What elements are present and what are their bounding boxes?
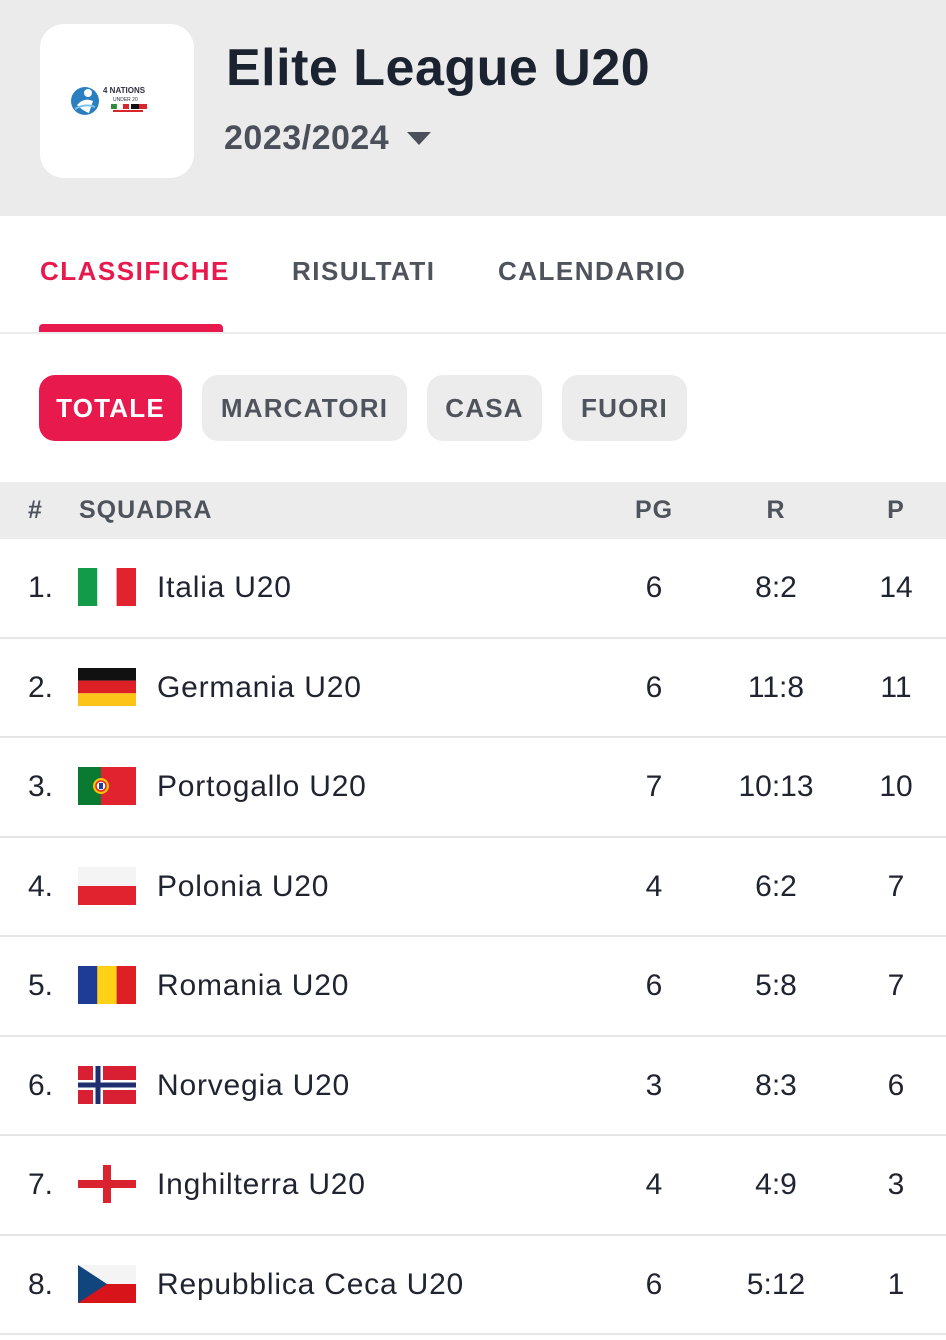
- col-team: SQUADRA: [79, 496, 213, 524]
- row-points: 10: [879, 770, 913, 803]
- team-name[interactable]: Norvegia U20: [157, 1068, 351, 1102]
- row-played: 3: [645, 1068, 663, 1102]
- team-name[interactable]: Inghilterra U20: [157, 1168, 366, 1201]
- row-played: 6: [645, 1267, 663, 1301]
- germany-flag-icon: [78, 667, 136, 706]
- table-row[interactable]: 6. Norvegia U20 3 8:3 6: [0, 1036, 946, 1136]
- table-row[interactable]: 3. Portogallo U20 7 10:13 10: [0, 738, 946, 838]
- row-goals: 5:8: [755, 969, 797, 1002]
- row-rank: 2.: [28, 670, 54, 704]
- team-name[interactable]: Germania U20: [157, 670, 362, 704]
- page-title: Elite League U20: [226, 39, 651, 97]
- table-row[interactable]: 5. Romania U20 6 5:8 7: [0, 937, 946, 1037]
- season-selector[interactable]: 2023/2024: [224, 116, 432, 160]
- row-goals: 4:9: [755, 1168, 797, 1201]
- col-goals[interactable]: R: [766, 496, 786, 524]
- table-row[interactable]: 2. Germania U20 6 11:8 11: [0, 638, 946, 738]
- row-goals: 10:13: [738, 770, 814, 803]
- table-row[interactable]: 4. Polonia U20 4 6:2 7: [0, 837, 946, 937]
- tab-risultati[interactable]: RISULTATI: [292, 256, 436, 286]
- active-tab-indicator: [39, 324, 223, 332]
- poland-flag-icon: [78, 866, 136, 905]
- team-name[interactable]: Repubblica Ceca U20: [157, 1267, 465, 1301]
- row-rank: 8.: [28, 1267, 54, 1301]
- row-played: 6: [645, 670, 663, 704]
- italy-flag-icon: [78, 568, 136, 606]
- row-played: 4: [645, 1168, 663, 1201]
- league-header: 4 NATIONS UNDER 20 Elite League U20 2023…: [0, 0, 946, 216]
- row-goals: 8:3: [755, 1068, 797, 1102]
- row-rank: 4.: [28, 869, 54, 903]
- row-rank: 3.: [28, 770, 54, 803]
- tab-calendario[interactable]: CALENDARIO: [498, 256, 687, 286]
- row-played: 4: [645, 869, 663, 903]
- row-played: 6: [645, 571, 663, 604]
- row-points: 6: [887, 1068, 905, 1102]
- chip-casa[interactable]: CASA: [427, 375, 542, 441]
- col-points[interactable]: P: [887, 496, 905, 524]
- table-row[interactable]: 1. Italia U20 6 8:2 14: [0, 539, 946, 639]
- row-rank: 1.: [28, 571, 54, 604]
- col-rank: #: [28, 496, 43, 524]
- chip-marcatori[interactable]: MARCATORI: [202, 375, 407, 441]
- row-goals: 8:2: [755, 571, 797, 604]
- row-points: 7: [887, 969, 905, 1002]
- section-tabs: CLASSIFICHE RISULTATI CALENDARIO: [0, 216, 946, 334]
- romania-flag-icon: [78, 966, 136, 1004]
- row-goals: 6:2: [755, 869, 797, 903]
- svg-text:UNDER 20: UNDER 20: [113, 97, 138, 103]
- czech-flag-icon: [78, 1264, 136, 1303]
- table-row[interactable]: 8. Repubblica Ceca U20 6 5:12 1: [0, 1235, 946, 1335]
- row-points: 11: [880, 670, 912, 704]
- league-logo: 4 NATIONS UNDER 20: [40, 24, 194, 178]
- standings-table: 1. Italia U20 6 8:2 14 2. Germania U20 6…: [0, 539, 946, 1335]
- norway-flag-icon: [78, 1065, 136, 1104]
- col-played[interactable]: PG: [634, 496, 674, 524]
- caret-down-icon: [407, 131, 432, 145]
- season-label: 2023/2024: [224, 118, 390, 157]
- row-played: 6: [645, 969, 663, 1002]
- row-rank: 7.: [28, 1168, 54, 1201]
- tab-classifiche[interactable]: CLASSIFICHE: [40, 256, 230, 286]
- chip-fuori[interactable]: FUORI: [562, 375, 687, 441]
- portugal-flag-icon: [78, 767, 136, 805]
- league-logo-icon: 4 NATIONS UNDER 20: [71, 86, 147, 115]
- row-points: 14: [879, 571, 913, 604]
- chip-totale[interactable]: TOTALE: [39, 375, 182, 441]
- team-name[interactable]: Italia U20: [157, 571, 292, 604]
- england-flag-icon: [78, 1165, 136, 1203]
- table-row[interactable]: 7. Inghilterra U20 4 4:9 3: [0, 1136, 946, 1236]
- row-rank: 5.: [28, 969, 54, 1002]
- row-points: 7: [887, 869, 905, 903]
- svg-text:4 NATIONS: 4 NATIONS: [103, 86, 146, 95]
- row-points: 1: [887, 1267, 905, 1301]
- row-rank: 6.: [28, 1068, 54, 1102]
- filter-chips: TOTALE MARCATORI CASA FUORI: [0, 336, 946, 482]
- standings-header: # SQUADRA PG R P: [0, 482, 946, 539]
- row-played: 7: [645, 770, 663, 803]
- team-name[interactable]: Portogallo U20: [157, 770, 367, 803]
- row-goals: 11:8: [747, 670, 805, 704]
- row-goals: 5:12: [746, 1267, 806, 1301]
- team-name[interactable]: Romania U20: [157, 969, 350, 1002]
- team-name[interactable]: Polonia U20: [157, 869, 330, 903]
- row-points: 3: [887, 1168, 905, 1201]
